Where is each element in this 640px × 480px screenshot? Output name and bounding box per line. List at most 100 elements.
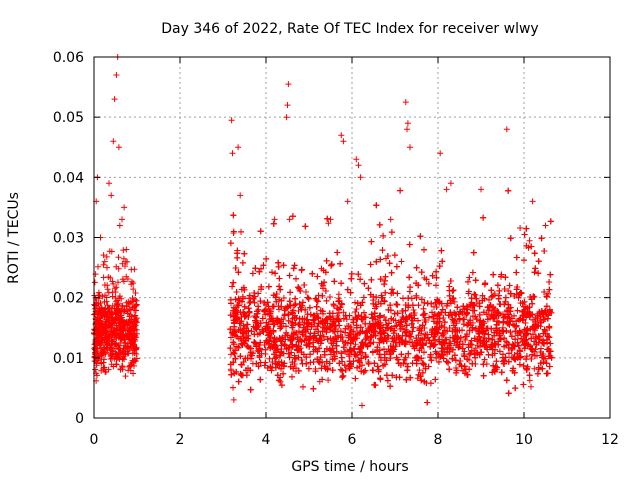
data-point — [322, 288, 329, 294]
data-point — [334, 249, 341, 256]
data-point — [493, 358, 500, 365]
data-point — [365, 285, 372, 292]
data-point — [232, 265, 239, 271]
data-point — [285, 317, 292, 324]
data-point — [115, 300, 122, 307]
data-point — [517, 354, 524, 361]
data-point — [307, 311, 314, 318]
data-point — [360, 294, 367, 301]
data-point — [263, 301, 269, 308]
data-point — [420, 360, 427, 367]
data-point — [305, 365, 312, 372]
data-point — [433, 274, 440, 281]
data-point — [301, 282, 308, 288]
data-point — [95, 355, 102, 362]
data-point — [131, 350, 138, 356]
data-point — [109, 289, 116, 296]
data-point — [387, 383, 394, 390]
data-point — [95, 289, 102, 296]
data-point — [113, 361, 120, 368]
data-point — [381, 297, 388, 304]
data-point — [353, 306, 360, 312]
data-point — [421, 246, 427, 253]
data-point — [98, 337, 105, 344]
data-point — [409, 328, 416, 335]
data-point — [119, 363, 125, 370]
data-point — [289, 359, 296, 366]
data-point — [393, 354, 400, 361]
data-point — [317, 354, 324, 361]
data-point — [124, 340, 131, 347]
data-point — [280, 262, 287, 269]
data-point — [520, 303, 527, 310]
data-point — [387, 351, 394, 358]
data-point — [241, 250, 248, 257]
data-point — [285, 311, 292, 318]
data-point — [107, 322, 114, 329]
data-point — [119, 216, 125, 223]
data-point — [97, 300, 104, 307]
data-point — [121, 351, 128, 358]
data-point — [132, 296, 139, 303]
data-point — [357, 302, 364, 309]
data-point — [96, 329, 102, 336]
data-point — [115, 306, 122, 312]
data-point — [373, 202, 380, 209]
data-point — [314, 314, 321, 321]
data-point — [115, 254, 122, 261]
data-point — [352, 341, 359, 348]
data-point — [96, 342, 103, 349]
data-point — [302, 223, 309, 230]
data-point — [121, 342, 128, 349]
data-point — [348, 275, 355, 282]
data-point — [426, 314, 432, 321]
data-point — [95, 263, 101, 270]
data-point — [108, 311, 115, 318]
data-point — [320, 282, 326, 289]
data-point — [523, 314, 530, 321]
data-point — [324, 215, 331, 222]
data-point — [530, 331, 536, 338]
data-point — [258, 283, 265, 290]
data-point — [100, 252, 107, 259]
data-point — [443, 358, 450, 365]
data-point — [416, 367, 423, 374]
data-point — [105, 317, 112, 324]
data-point — [501, 343, 508, 350]
data-point — [516, 353, 523, 360]
data-point — [104, 286, 111, 293]
data-point — [466, 274, 473, 281]
data-point — [127, 367, 134, 374]
data-point — [480, 361, 487, 368]
data-point — [319, 376, 326, 383]
data-point — [327, 294, 333, 300]
data-point — [383, 372, 390, 379]
data-point — [115, 279, 121, 286]
data-point — [281, 360, 288, 367]
data-point — [486, 296, 492, 303]
data-point — [103, 330, 110, 337]
data-point — [273, 291, 280, 297]
data-point — [132, 302, 139, 309]
data-point — [269, 269, 275, 276]
data-point — [508, 333, 515, 340]
data-point — [547, 340, 554, 347]
data-point — [101, 298, 108, 305]
data-point — [543, 303, 550, 310]
chart-title: Day 346 of 2022, Rate Of TEC Index for r… — [161, 21, 538, 37]
data-point — [278, 323, 285, 330]
data-point — [109, 302, 116, 309]
data-point — [119, 355, 126, 362]
data-point — [410, 307, 417, 313]
data-point — [481, 356, 488, 363]
data-point — [441, 319, 448, 326]
data-point — [102, 321, 109, 327]
data-point — [103, 253, 110, 260]
data-point — [402, 329, 409, 336]
data-point — [320, 333, 327, 340]
data-point — [101, 258, 108, 265]
data-point — [543, 360, 550, 367]
data-point — [377, 276, 384, 283]
data-point — [528, 383, 534, 390]
